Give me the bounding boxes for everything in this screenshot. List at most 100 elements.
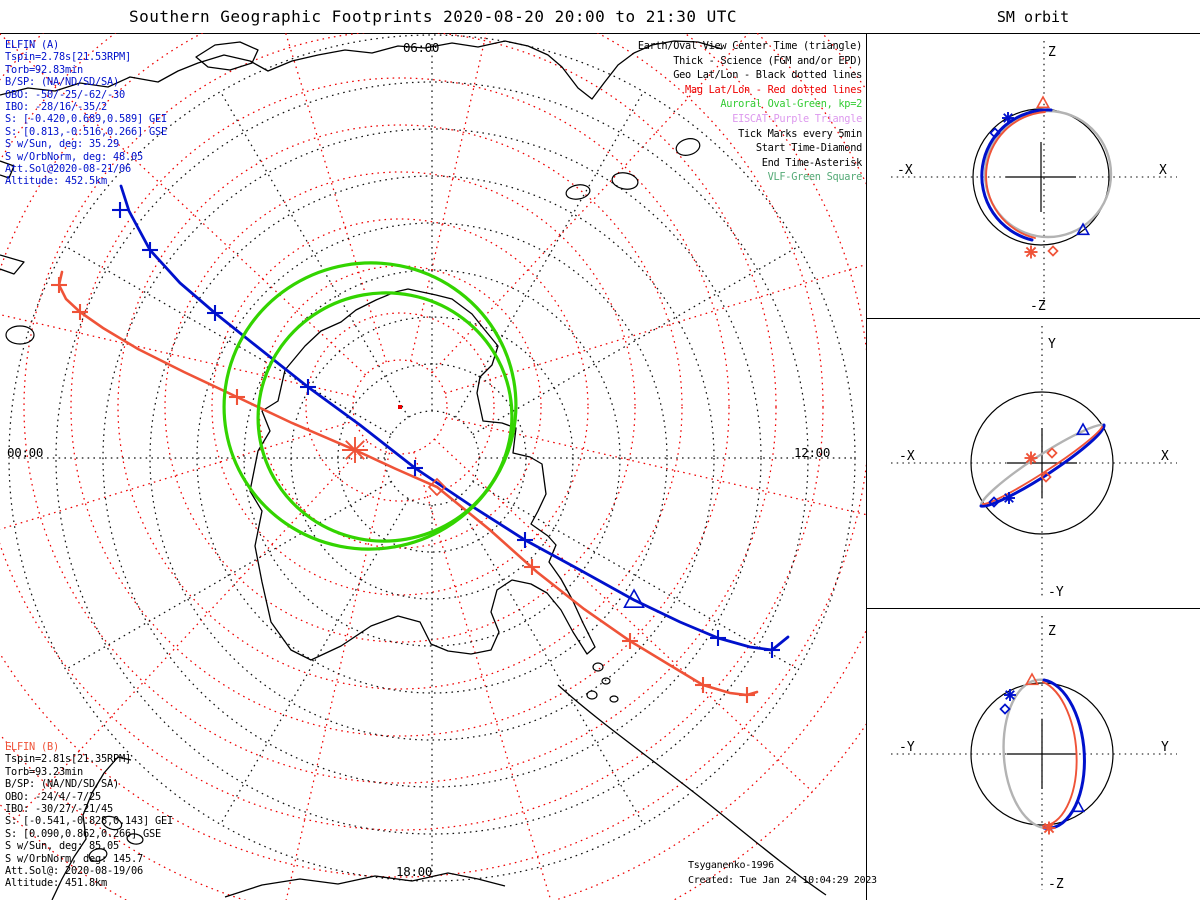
axis-label: -Y bbox=[1048, 585, 1064, 600]
center-time-triangle bbox=[623, 588, 645, 608]
axis-label: Z bbox=[1048, 45, 1056, 60]
hour-label-06: 06:00 bbox=[403, 40, 440, 55]
elfin-a-info-block: ELFIN (A) Tspin=2.78s[21.53RPM] Torb=92.8… bbox=[5, 39, 167, 188]
geographic-grid bbox=[8, 34, 856, 882]
text-line: VLF-Green Square bbox=[767, 171, 863, 184]
axis-label: -X bbox=[897, 163, 913, 178]
diamond-marker bbox=[1046, 447, 1058, 459]
orbit-trace bbox=[982, 426, 1103, 505]
text-line: EISCAT-Purple Triangle bbox=[732, 112, 862, 125]
text-line: IBO: -30/27/-21/45 bbox=[5, 803, 113, 816]
text-line: S w/OrbNorm, deg: 145.7 bbox=[5, 852, 143, 865]
asterisk-marker bbox=[1042, 821, 1056, 835]
triangle-marker bbox=[1070, 799, 1086, 813]
map-panel-divider bbox=[866, 33, 867, 900]
orbit-panel-divider-1 bbox=[867, 318, 1200, 319]
axis-label: Z bbox=[1048, 624, 1056, 639]
earth-circle bbox=[970, 391, 1114, 535]
text-line: S: [-0.541,-0.828,0.143] GEI bbox=[5, 815, 173, 828]
triangle-marker bbox=[1075, 222, 1091, 236]
elfin-a-footprint bbox=[119, 184, 790, 652]
text-line: B/SP: (NA/ND/SD/SA) bbox=[5, 778, 119, 791]
triangle-marker bbox=[1024, 672, 1040, 686]
axis-label: -Y bbox=[899, 740, 915, 755]
text-line: OBO: -50/-25/-62/-30 bbox=[5, 88, 125, 101]
text-line: Tick Marks every 5min bbox=[738, 127, 862, 140]
text-line: Altitude: 451.8km bbox=[5, 877, 107, 890]
text-line: Tspin=2.81s[21.35RPM] bbox=[5, 753, 131, 766]
text-line: Altitude: 452.5km bbox=[5, 175, 107, 188]
triangle-marker bbox=[1035, 95, 1051, 109]
diamond-marker bbox=[1047, 245, 1059, 257]
text-line: Earth/Oval View Center Time (triangle) bbox=[637, 40, 862, 52]
sm-orbit-xz-panel: Z -Z -X X bbox=[891, 41, 1177, 314]
orbit-trace bbox=[1042, 678, 1086, 830]
coastlines bbox=[0, 40, 827, 900]
axis-label: X bbox=[1161, 449, 1169, 464]
axis-label: X bbox=[1159, 163, 1167, 178]
footprint-map bbox=[0, 33, 866, 900]
text-line: S: [0.090,0.862,0.266] GSE bbox=[5, 827, 161, 840]
magnetic-pole-dot bbox=[398, 405, 402, 409]
hour-label-12: 12:00 bbox=[794, 445, 831, 460]
diamond-marker bbox=[1040, 471, 1052, 483]
text-line: Att.Sol@2020-08-21/06 bbox=[5, 163, 131, 176]
credit-block: Tsyganenko-1996 Created: Tue Jan 24 10:0… bbox=[688, 858, 877, 888]
hour-label-18: 18:00 bbox=[396, 864, 433, 879]
text-line: Att.Sol@: 2020-08-19/06 bbox=[5, 865, 143, 878]
orbit-trace bbox=[983, 109, 1113, 239]
axis-label: -X bbox=[899, 449, 915, 464]
sm-orbit-xy-panel: Y -Y -X X bbox=[891, 326, 1177, 600]
axis-label: -Z bbox=[1030, 299, 1046, 314]
text-line: Thick - Science (FGM and/or EPD) bbox=[673, 54, 862, 67]
elfin-a-lines: Tspin=2.78s[21.53RPM] Torb=92.83min B/SP: … bbox=[5, 51, 167, 187]
orbit-trace bbox=[1042, 681, 1078, 827]
model-name: Tsyganenko-1996 bbox=[688, 860, 774, 871]
text-line: S w/OrbNorm, deg: 48.05 bbox=[5, 150, 143, 163]
asterisk-marker bbox=[1024, 451, 1038, 465]
text-line: IBO: -28/16/-35/2 bbox=[5, 101, 107, 114]
orbit-panel-divider-2 bbox=[867, 608, 1200, 609]
auroral-oval bbox=[222, 261, 518, 551]
sm-orbit-yz-panel: Z -Z -Y Y bbox=[891, 616, 1177, 892]
elfin-a-5min-ticks bbox=[112, 202, 780, 658]
text-line: S w/Sun, deg: 35.29 bbox=[5, 138, 119, 151]
text-line: S: [-0.420,0.689,0.589] GEI bbox=[5, 113, 167, 126]
orbit-trace bbox=[985, 111, 1046, 239]
text-line: S: [0.813,-0.516,0.266] GSE bbox=[5, 125, 167, 138]
text-line: Start Time-Diamond bbox=[755, 142, 862, 155]
diamond-marker bbox=[989, 127, 1001, 139]
title-underline bbox=[0, 33, 1200, 34]
text-line: Torb=92.83min bbox=[5, 63, 83, 76]
elfin-b-lines: Tspin=2.81s[21.35RPM] Torb=93.23min B/SP: … bbox=[5, 753, 173, 889]
elfin-b-info-block: ELFIN (B) Tspin=2.81s[21.35RPM] Torb=93.2… bbox=[5, 741, 173, 890]
text-line: End Time-Asterisk bbox=[761, 156, 863, 169]
elfin-b-end-asterisk bbox=[342, 437, 368, 463]
elfin-b-footprint bbox=[57, 270, 759, 697]
text-line: Tspin=2.78s[21.53RPM] bbox=[5, 51, 131, 64]
created-timestamp: Created: Tue Jan 24 10:04:29 2023 bbox=[688, 875, 877, 886]
asterisk-marker bbox=[1024, 245, 1038, 259]
text-line: Auroral Oval-Green, kp=2 bbox=[720, 98, 862, 111]
elfin-b-start-diamond bbox=[427, 477, 447, 497]
text-line: OBO: -24/4/-7/25 bbox=[5, 790, 101, 803]
earth-circle bbox=[970, 682, 1114, 826]
elfin-b-title: ELFIN (B) bbox=[5, 741, 59, 753]
diamond-marker bbox=[988, 496, 1000, 508]
asterisk-marker bbox=[1003, 492, 1015, 504]
text-line: S w/Sun, deg: 85.05 bbox=[5, 840, 119, 853]
text-line: Geo Lat/Lon - Black dotted lines bbox=[673, 69, 862, 82]
map-legend: Earth/Oval View Center Time (triangle) Th… bbox=[638, 39, 862, 185]
elfin-a-title: ELFIN (A) bbox=[5, 39, 59, 51]
orbit-trace bbox=[980, 108, 1053, 242]
text-line: B/SP: (NA/ND/SD/SA) bbox=[5, 76, 119, 89]
elfin-b-5min-ticks bbox=[51, 277, 755, 703]
text-line: Mag Lat/Lon - Red dotted lines bbox=[685, 83, 862, 96]
axis-label: -Z bbox=[1048, 877, 1064, 892]
page-title: Southern Geographic Footprints 2020-08-2… bbox=[129, 7, 737, 26]
diamond-marker bbox=[999, 703, 1011, 715]
auroral-oval bbox=[256, 291, 514, 543]
axis-label: Y bbox=[1161, 740, 1169, 755]
sm-orbit-title: SM orbit bbox=[996, 8, 1070, 26]
asterisk-marker bbox=[1002, 112, 1014, 124]
